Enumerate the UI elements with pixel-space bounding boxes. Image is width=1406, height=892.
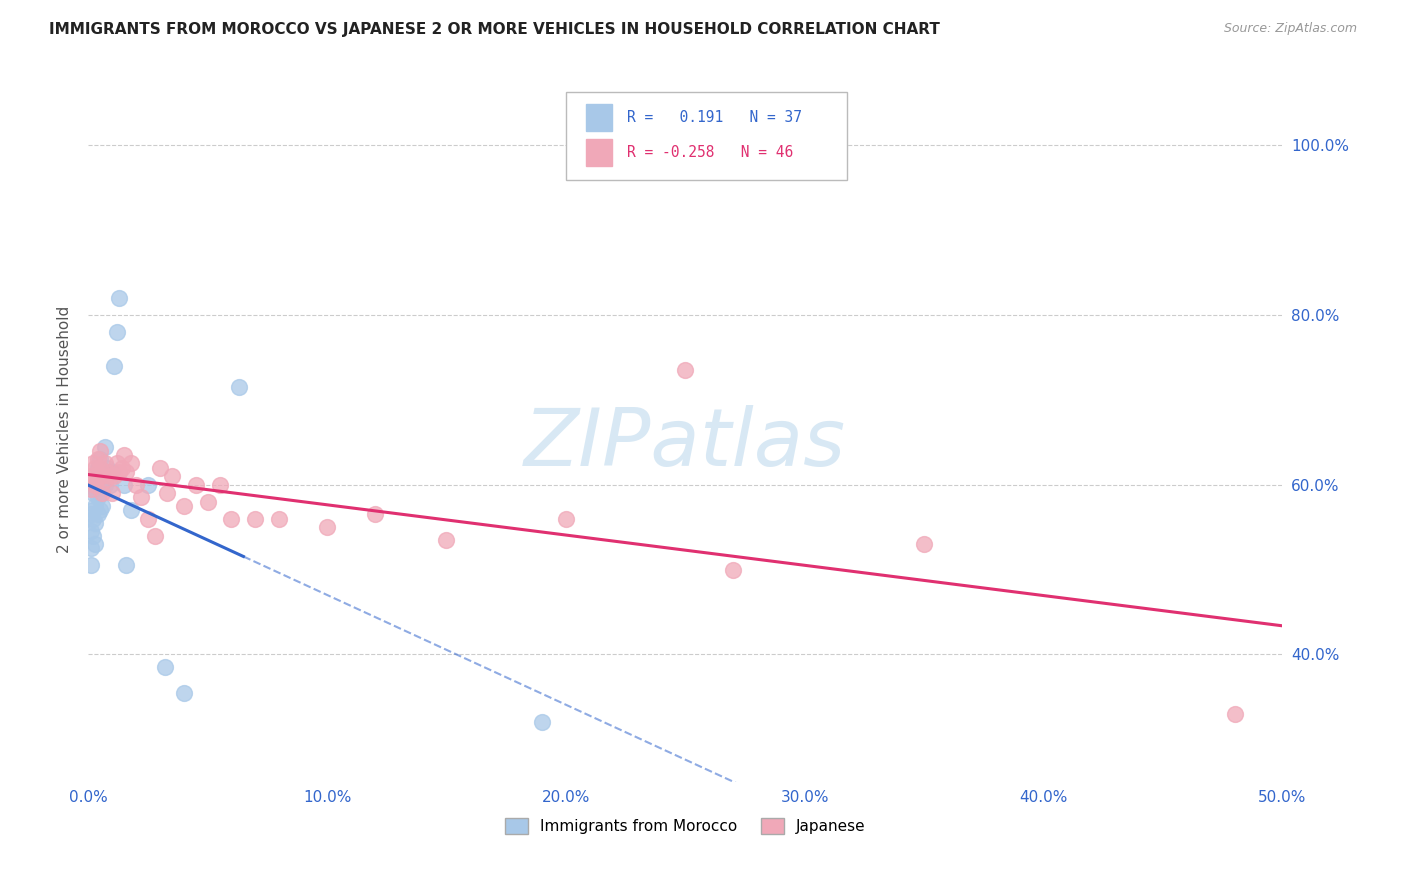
Point xyxy=(82,474,104,488)
Point xyxy=(91,482,114,496)
Point xyxy=(86,452,108,467)
Point xyxy=(153,660,176,674)
Point xyxy=(89,469,111,483)
Point xyxy=(89,503,111,517)
Point xyxy=(105,325,128,339)
Point xyxy=(86,469,108,483)
Point xyxy=(79,469,101,483)
Point xyxy=(98,469,121,483)
Text: Source: ZipAtlas.com: Source: ZipAtlas.com xyxy=(1223,22,1357,36)
Point xyxy=(364,508,387,522)
Point xyxy=(89,443,111,458)
Bar xyxy=(586,104,613,131)
Text: ZIPatlas: ZIPatlas xyxy=(524,405,846,483)
Point xyxy=(98,477,121,491)
Point xyxy=(136,511,159,525)
Point xyxy=(173,499,195,513)
Point xyxy=(143,528,166,542)
Point xyxy=(173,685,195,699)
Point xyxy=(160,469,183,483)
Point xyxy=(91,486,114,500)
Point xyxy=(101,465,124,479)
Point xyxy=(103,469,125,483)
FancyBboxPatch shape xyxy=(565,92,846,179)
Point xyxy=(120,503,142,517)
Point xyxy=(208,477,231,491)
Point xyxy=(245,511,267,525)
Point xyxy=(82,511,104,525)
Point xyxy=(1223,706,1246,721)
Point xyxy=(197,494,219,508)
Point xyxy=(184,477,207,491)
Point xyxy=(86,491,108,505)
Point xyxy=(82,503,104,517)
Point xyxy=(228,380,250,394)
Point xyxy=(94,440,117,454)
Point xyxy=(316,520,339,534)
Point xyxy=(84,477,107,491)
Point xyxy=(79,558,101,573)
Point xyxy=(84,460,107,475)
Point xyxy=(86,460,108,475)
Point xyxy=(136,477,159,491)
Point xyxy=(91,499,114,513)
Legend: Immigrants from Morocco, Japanese: Immigrants from Morocco, Japanese xyxy=(505,818,865,834)
Point xyxy=(269,511,291,525)
Point xyxy=(721,563,744,577)
Point xyxy=(112,477,135,491)
Point xyxy=(79,524,101,539)
Text: R = -0.258   N = 46: R = -0.258 N = 46 xyxy=(627,145,793,161)
Point xyxy=(84,499,107,513)
Point xyxy=(79,541,101,556)
Point xyxy=(82,528,104,542)
Point xyxy=(673,363,696,377)
Point xyxy=(221,511,243,525)
Point xyxy=(79,482,101,496)
Point xyxy=(108,465,131,479)
Point xyxy=(115,558,138,573)
Point xyxy=(96,460,118,475)
Text: R =   0.191   N = 37: R = 0.191 N = 37 xyxy=(627,110,801,125)
Point xyxy=(156,486,179,500)
Point xyxy=(103,359,125,373)
Point xyxy=(94,477,117,491)
Point xyxy=(101,486,124,500)
Point xyxy=(912,537,935,551)
Point xyxy=(86,508,108,522)
Point xyxy=(554,511,576,525)
Point xyxy=(436,533,458,547)
Point xyxy=(82,457,104,471)
Point xyxy=(149,460,172,475)
Point xyxy=(89,460,111,475)
Point xyxy=(110,460,132,475)
Point xyxy=(94,474,117,488)
Point xyxy=(86,474,108,488)
Point xyxy=(96,465,118,479)
Point xyxy=(84,482,107,496)
Point xyxy=(79,508,101,522)
Point xyxy=(91,469,114,483)
Point xyxy=(129,491,152,505)
Point xyxy=(94,457,117,471)
Point xyxy=(108,291,131,305)
Point xyxy=(125,477,148,491)
Point xyxy=(84,537,107,551)
Point xyxy=(89,452,111,467)
Point xyxy=(530,715,553,730)
Y-axis label: 2 or more Vehicles in Household: 2 or more Vehicles in Household xyxy=(58,306,72,553)
Point xyxy=(82,486,104,500)
Text: IMMIGRANTS FROM MOROCCO VS JAPANESE 2 OR MORE VEHICLES IN HOUSEHOLD CORRELATION : IMMIGRANTS FROM MOROCCO VS JAPANESE 2 OR… xyxy=(49,22,941,37)
Point xyxy=(120,457,142,471)
Point xyxy=(84,516,107,530)
Point xyxy=(112,448,135,462)
Point xyxy=(105,457,128,471)
Point xyxy=(115,465,138,479)
Bar xyxy=(586,139,613,166)
